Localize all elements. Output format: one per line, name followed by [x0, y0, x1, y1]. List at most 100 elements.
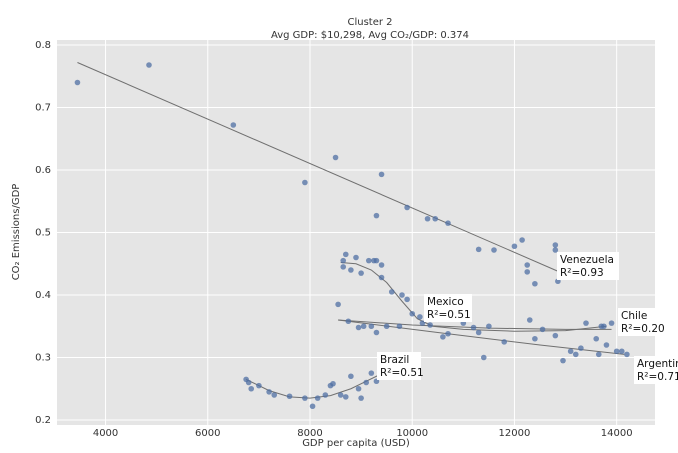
- annotation-box: [557, 252, 619, 280]
- data-point: [378, 274, 385, 281]
- data-point: [427, 322, 433, 328]
- data-point: [404, 296, 410, 303]
- data-point: [524, 262, 531, 268]
- annotation-r2: R²=0.93: [560, 267, 604, 279]
- data-point: [519, 237, 525, 243]
- data-point: [271, 392, 278, 398]
- data-point: [608, 320, 615, 326]
- annotation-box: [424, 294, 472, 322]
- data-point: [378, 262, 385, 268]
- data-point: [578, 345, 584, 351]
- data-point: [445, 220, 451, 226]
- annotation-r2: R²=0.51: [427, 309, 471, 321]
- data-point: [432, 215, 439, 222]
- data-point: [230, 122, 237, 128]
- data-point: [348, 267, 354, 273]
- data-point: [475, 246, 482, 253]
- data-point: [245, 379, 252, 386]
- data-point: [593, 335, 600, 342]
- data-point: [378, 171, 385, 178]
- data-point: [256, 382, 262, 389]
- data-point: [595, 351, 602, 358]
- annotation-label: Brazil: [380, 354, 409, 366]
- data-point: [552, 332, 559, 339]
- data-point: [74, 79, 81, 86]
- data-point: [358, 395, 364, 401]
- data-point: [363, 379, 370, 386]
- data-point: [302, 395, 308, 401]
- data-point: [486, 323, 492, 330]
- data-point: [355, 324, 362, 331]
- data-point: [302, 179, 308, 186]
- chart-subtitle: Avg GDP: $10,298, Avg CO₂/GDP: 0.374: [271, 30, 469, 41]
- trend-line: [340, 262, 607, 332]
- data-point: [603, 342, 610, 348]
- data-point: [440, 334, 446, 340]
- data-point: [337, 392, 344, 398]
- data-point: [445, 330, 451, 337]
- data-point: [345, 318, 352, 325]
- data-point: [470, 324, 477, 331]
- data-point: [365, 257, 372, 264]
- data-point: [322, 392, 329, 398]
- x-axis-label: GDP per capita (USD): [302, 438, 410, 449]
- data-point: [532, 280, 538, 287]
- x-tick-label: 14000: [601, 428, 633, 439]
- data-point: [358, 270, 364, 276]
- x-tick-label: 12000: [499, 428, 531, 439]
- data-point: [360, 323, 367, 330]
- data-point: [491, 247, 497, 253]
- x-tick-label: 6000: [195, 428, 220, 439]
- y-tick-label: 0.6: [35, 165, 51, 176]
- data-point: [396, 323, 403, 330]
- y-tick-label: 0.8: [35, 40, 51, 51]
- y-tick-label: 0.3: [35, 353, 51, 364]
- annotation-label: Chile: [621, 310, 647, 322]
- data-point: [388, 289, 395, 295]
- data-point: [552, 247, 559, 253]
- data-point: [572, 351, 579, 358]
- annotation-box: [618, 308, 660, 336]
- data-point: [475, 329, 482, 336]
- data-point: [404, 204, 410, 211]
- data-point: [618, 348, 625, 355]
- data-point: [368, 323, 375, 330]
- data-point: [335, 301, 341, 308]
- data-point: [539, 326, 546, 333]
- annotation-box: [377, 352, 421, 380]
- data-point: [309, 403, 316, 410]
- y-tick-label: 0.4: [35, 290, 51, 301]
- data-point: [146, 62, 152, 68]
- data-point: [424, 215, 431, 222]
- data-point: [353, 254, 359, 261]
- x-tick-label: 4000: [93, 428, 118, 439]
- data-point: [248, 385, 255, 392]
- data-point: [373, 329, 380, 336]
- data-point: [480, 354, 487, 361]
- data-point: [532, 335, 538, 342]
- annotation-r2: R²=0.51: [380, 367, 424, 379]
- data-point: [511, 243, 518, 250]
- data-point: [409, 310, 416, 317]
- annotation-r2: R²=0.20: [621, 323, 665, 335]
- data-point: [340, 257, 347, 264]
- data-point: [373, 257, 380, 264]
- y-axis-label: CO₂ Emissions/GDP: [11, 184, 22, 281]
- y-tick-label: 0.2: [35, 415, 51, 426]
- data-point: [286, 393, 293, 400]
- data-point: [526, 317, 533, 323]
- annotation-box: [634, 356, 678, 384]
- data-point: [567, 348, 574, 355]
- y-tick-label: 0.7: [35, 103, 51, 114]
- data-point: [330, 380, 336, 387]
- data-point: [342, 251, 349, 258]
- y-tick-label: 0.5: [35, 228, 51, 239]
- x-tick-label: 8000: [297, 428, 322, 439]
- data-point: [340, 264, 347, 270]
- data-point: [348, 373, 354, 380]
- data-point: [624, 351, 630, 358]
- trend-line: [77, 62, 559, 272]
- data-point: [583, 320, 589, 326]
- annotation-label: Mexico: [427, 296, 464, 308]
